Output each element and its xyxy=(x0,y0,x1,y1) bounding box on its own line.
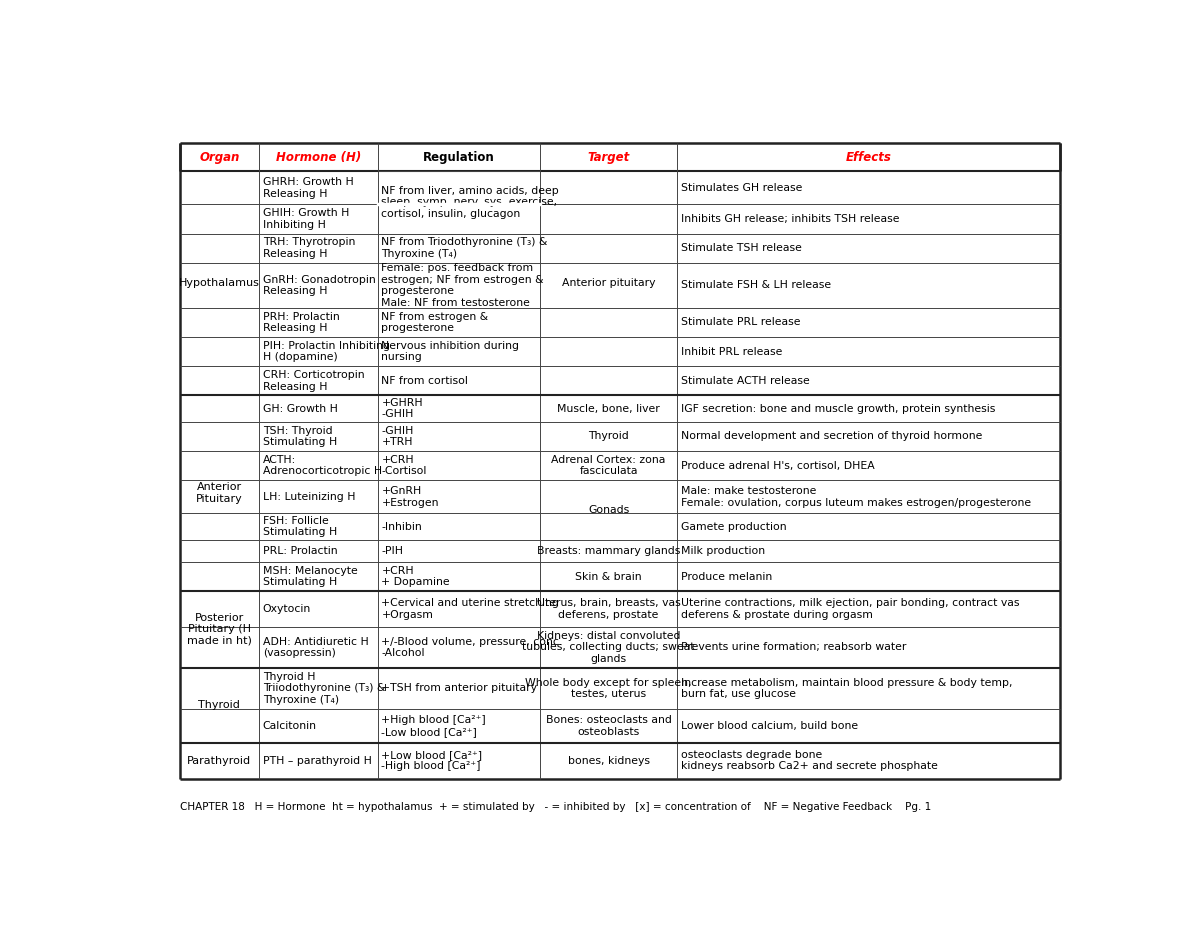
Text: +High blood [Ca²⁺]
-Low blood [Ca²⁺]: +High blood [Ca²⁺] -Low blood [Ca²⁺] xyxy=(382,715,486,737)
Text: TRH: Thyrotropin
Releasing H: TRH: Thyrotropin Releasing H xyxy=(263,237,355,259)
Text: Stimulate FSH & LH release: Stimulate FSH & LH release xyxy=(680,280,830,290)
Text: PTH – parathyroid H: PTH – parathyroid H xyxy=(263,756,372,766)
Text: Uterus, brain, breasts, vas
deferens, prostate: Uterus, brain, breasts, vas deferens, pr… xyxy=(536,599,680,620)
Text: Effects: Effects xyxy=(845,151,892,164)
Text: Skin & brain: Skin & brain xyxy=(575,572,642,581)
Text: Muscle, bone, liver: Muscle, bone, liver xyxy=(557,403,660,413)
Text: Hypothalamus: Hypothalamus xyxy=(179,278,259,288)
Text: Gonads: Gonads xyxy=(588,505,629,514)
Text: Lower blood calcium, build bone: Lower blood calcium, build bone xyxy=(680,721,858,730)
Text: Produce adrenal H's, cortisol, DHEA: Produce adrenal H's, cortisol, DHEA xyxy=(680,461,875,471)
Text: Normal development and secretion of thyroid hormone: Normal development and secretion of thyr… xyxy=(680,431,982,441)
Text: +CRH
-Cortisol: +CRH -Cortisol xyxy=(382,455,427,476)
Text: Uterine contractions, milk ejection, pair bonding, contract vas
deferens & prost: Uterine contractions, milk ejection, pai… xyxy=(680,599,1019,620)
Text: +GHRH
-GHIH: +GHRH -GHIH xyxy=(382,398,424,419)
Text: +/-Blood volume, pressure, conc.
-Alcohol: +/-Blood volume, pressure, conc. -Alcoho… xyxy=(382,637,563,658)
Text: Adrenal Cortex: zona
fasciculata: Adrenal Cortex: zona fasciculata xyxy=(552,455,666,476)
Text: NF from estrogen &
progesterone: NF from estrogen & progesterone xyxy=(382,311,488,334)
Text: GHRH: Growth H
Releasing H: GHRH: Growth H Releasing H xyxy=(263,177,354,198)
Text: Nervous inhibition during
nursing: Nervous inhibition during nursing xyxy=(382,341,520,362)
Text: Regulation: Regulation xyxy=(424,151,494,164)
Text: Anterior pituitary: Anterior pituitary xyxy=(562,278,655,288)
Text: -PIH: -PIH xyxy=(382,546,403,556)
Text: MSH: Melanocyte
Stimulating H: MSH: Melanocyte Stimulating H xyxy=(263,565,358,588)
Text: PIH: Prolactin Inhibiting
H (dopamine): PIH: Prolactin Inhibiting H (dopamine) xyxy=(263,341,390,362)
Text: osteoclasts degrade bone
kidneys reabsorb Ca2+ and secrete phosphate: osteoclasts degrade bone kidneys reabsor… xyxy=(680,750,937,771)
Text: Breasts: mammary glands: Breasts: mammary glands xyxy=(536,546,680,556)
Text: +CRH
+ Dopamine: +CRH + Dopamine xyxy=(382,565,450,588)
Text: Milk production: Milk production xyxy=(680,546,764,556)
Text: NF from liver, amino acids, deep
sleep, symp. nerv. sys, exercise,
cortisol, ins: NF from liver, amino acids, deep sleep, … xyxy=(382,185,559,219)
Text: +Cervical and uterine stretching
+Orgasm: +Cervical and uterine stretching +Orgasm xyxy=(382,599,559,620)
Text: Increase metabolism, maintain blood pressure & body temp,
burn fat, use glucose: Increase metabolism, maintain blood pres… xyxy=(680,678,1012,699)
Text: Stimulates GH release: Stimulates GH release xyxy=(680,183,802,193)
Text: Posterior
Pituitary (H
made in ht): Posterior Pituitary (H made in ht) xyxy=(187,613,252,646)
Text: Oxytocin: Oxytocin xyxy=(263,604,311,615)
Text: IGF secretion: bone and muscle growth, protein synthesis: IGF secretion: bone and muscle growth, p… xyxy=(680,403,995,413)
Text: TSH: Thyroid
Stimulating H: TSH: Thyroid Stimulating H xyxy=(263,425,337,447)
Text: +Low blood [Ca²⁺]
-High blood [Ca²⁺]: +Low blood [Ca²⁺] -High blood [Ca²⁺] xyxy=(382,750,482,771)
Text: NF from cortisol: NF from cortisol xyxy=(382,375,468,386)
Text: Parathyroid: Parathyroid xyxy=(187,756,252,766)
Text: GnRH: Gonadotropin
Releasing H: GnRH: Gonadotropin Releasing H xyxy=(263,274,376,296)
Text: -Inhibin: -Inhibin xyxy=(382,522,422,531)
Text: bones, kidneys: bones, kidneys xyxy=(568,756,649,766)
Text: Inhibit PRL release: Inhibit PRL release xyxy=(680,347,782,357)
Text: Stimulate PRL release: Stimulate PRL release xyxy=(680,317,800,327)
Text: Anterior
Pituitary: Anterior Pituitary xyxy=(196,482,242,504)
Text: GHIH: Growth H
Inhibiting H: GHIH: Growth H Inhibiting H xyxy=(263,209,349,230)
Text: NF from Triodothyronine (T₃) &
Thyroxine (T₄): NF from Triodothyronine (T₃) & Thyroxine… xyxy=(382,237,548,259)
Text: GH: Growth H: GH: Growth H xyxy=(263,403,337,413)
Text: PRL: Prolactin: PRL: Prolactin xyxy=(263,546,337,556)
Text: PRH: Prolactin
Releasing H: PRH: Prolactin Releasing H xyxy=(263,311,340,334)
Text: CRH: Corticotropin
Releasing H: CRH: Corticotropin Releasing H xyxy=(263,370,365,391)
Text: Kidneys: distal convoluted
tubules, collecting ducts; sweat
glands: Kidneys: distal convoluted tubules, coll… xyxy=(522,630,695,664)
Text: Thyroid H
Triiodothyronine (T₃) &
Thyroxine (T₄): Thyroid H Triiodothyronine (T₃) & Thyrox… xyxy=(263,672,385,705)
Text: Bones: osteoclasts and
osteoblasts: Bones: osteoclasts and osteoblasts xyxy=(546,715,672,737)
Text: Thyroid: Thyroid xyxy=(588,431,629,441)
Text: Stimulate TSH release: Stimulate TSH release xyxy=(680,243,802,253)
Text: ACTH:
Adrenocorticotropic H: ACTH: Adrenocorticotropic H xyxy=(263,455,382,476)
Text: +TSH from anterior pituitary: +TSH from anterior pituitary xyxy=(382,683,538,693)
Text: Organ: Organ xyxy=(199,151,240,164)
Text: Female: pos. feedback from
estrogen; NF from estrogen &
progesterone
Male: NF fr: Female: pos. feedback from estrogen; NF … xyxy=(382,263,544,308)
Text: Stimulate ACTH release: Stimulate ACTH release xyxy=(680,375,809,386)
Text: LH: Luteinizing H: LH: Luteinizing H xyxy=(263,491,355,502)
Text: ADH: Antidiuretic H
(vasopressin): ADH: Antidiuretic H (vasopressin) xyxy=(263,637,368,658)
Text: Produce melanin: Produce melanin xyxy=(680,572,772,581)
Text: Whole body except for spleen,
testes, uterus: Whole body except for spleen, testes, ut… xyxy=(526,678,692,699)
Text: Thyroid: Thyroid xyxy=(198,700,240,710)
Text: Gamete production: Gamete production xyxy=(680,522,786,531)
Text: -GHIH
+TRH: -GHIH +TRH xyxy=(382,425,414,447)
Text: Hormone (H): Hormone (H) xyxy=(276,151,361,164)
Text: Prevents urine formation; reabsorb water: Prevents urine formation; reabsorb water xyxy=(680,642,906,653)
Text: Target: Target xyxy=(588,151,630,164)
Text: Inhibits GH release; inhibits TSH release: Inhibits GH release; inhibits TSH releas… xyxy=(680,214,899,224)
Text: FSH: Follicle
Stimulating H: FSH: Follicle Stimulating H xyxy=(263,515,337,538)
Text: +GnRH
+Estrogen: +GnRH +Estrogen xyxy=(382,486,439,508)
Text: Calcitonin: Calcitonin xyxy=(263,721,317,730)
Text: Male: make testosterone
Female: ovulation, corpus luteum makes estrogen/progeste: Male: make testosterone Female: ovulatio… xyxy=(680,486,1031,508)
Text: CHAPTER 18   H = Hormone  ht = hypothalamus  + = stimulated by   - = inhibited b: CHAPTER 18 H = Hormone ht = hypothalamus… xyxy=(180,802,931,812)
